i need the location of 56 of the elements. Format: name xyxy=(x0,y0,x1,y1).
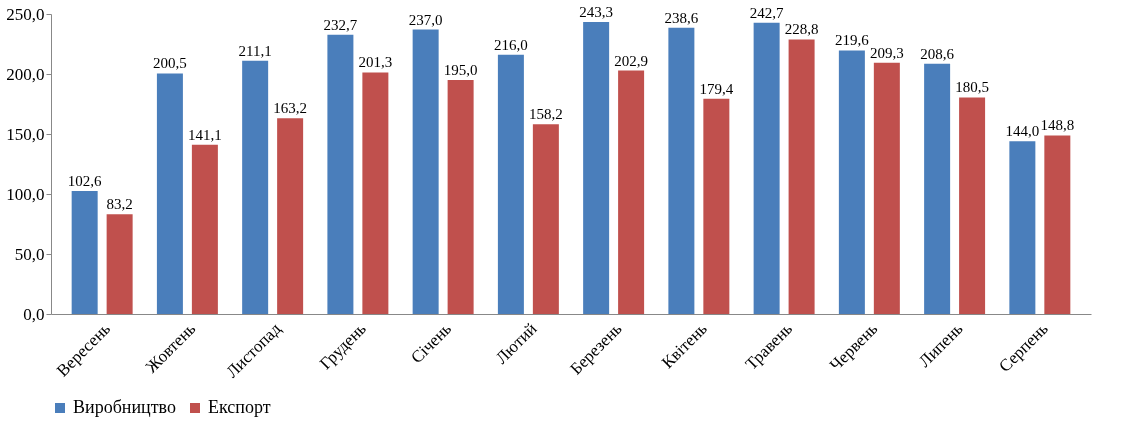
bar xyxy=(668,27,695,314)
bar xyxy=(327,34,354,314)
bar xyxy=(191,144,218,314)
bar xyxy=(156,73,183,314)
data-label: 237,0 xyxy=(408,11,443,28)
data-label: 209,3 xyxy=(869,44,904,61)
y-tick-label: 200,0 xyxy=(6,64,45,84)
data-label: 83,2 xyxy=(106,196,133,213)
data-label: 242,7 xyxy=(749,4,784,21)
bar xyxy=(362,72,389,314)
legend-label: Виробництво xyxy=(73,397,176,417)
data-label: 102,6 xyxy=(67,172,103,189)
bar xyxy=(924,63,951,314)
legend-label: Експорт xyxy=(208,397,271,417)
data-label: 200,5 xyxy=(153,55,187,72)
data-label: 163,2 xyxy=(273,100,307,117)
data-label: 228,8 xyxy=(784,21,819,38)
bar xyxy=(277,118,304,314)
data-label: 158,2 xyxy=(528,106,563,123)
data-label: 208,6 xyxy=(920,45,955,62)
bar xyxy=(1044,135,1071,314)
data-label: 202,9 xyxy=(614,52,648,69)
bar xyxy=(106,214,133,314)
bar xyxy=(447,80,474,314)
data-label: 144,0 xyxy=(1005,123,1040,140)
y-tick-label: 50,0 xyxy=(14,244,45,264)
data-label: 195,0 xyxy=(443,62,478,78)
bar xyxy=(753,22,780,314)
bar xyxy=(71,190,98,314)
data-label: 243,3 xyxy=(579,4,614,21)
bar xyxy=(532,124,559,314)
data-label: 219,6 xyxy=(835,32,870,49)
bar xyxy=(497,54,524,314)
bar xyxy=(618,70,645,314)
bar xyxy=(838,50,865,314)
y-tick-label: 0,0 xyxy=(23,304,45,324)
data-label: 141,1 xyxy=(188,126,222,143)
bar xyxy=(242,60,269,314)
bar xyxy=(1009,141,1036,314)
bar xyxy=(703,98,730,314)
y-tick-label: 150,0 xyxy=(6,124,45,144)
data-label: 201,3 xyxy=(358,54,393,71)
data-label: 179,4 xyxy=(699,80,734,97)
data-label: 180,5 xyxy=(955,79,989,96)
y-tick-label: 250,0 xyxy=(6,4,45,24)
data-label: 216,0 xyxy=(494,36,528,53)
y-tick-label: 100,0 xyxy=(6,184,45,204)
data-label: 238,6 xyxy=(664,9,699,26)
data-label: 232,7 xyxy=(323,16,358,33)
bar xyxy=(873,62,900,314)
bar xyxy=(959,97,986,314)
bar xyxy=(788,39,815,314)
bar xyxy=(583,22,610,314)
data-label: 211,1 xyxy=(238,42,272,59)
data-label: 148,8 xyxy=(1040,117,1075,134)
bar xyxy=(412,29,439,314)
